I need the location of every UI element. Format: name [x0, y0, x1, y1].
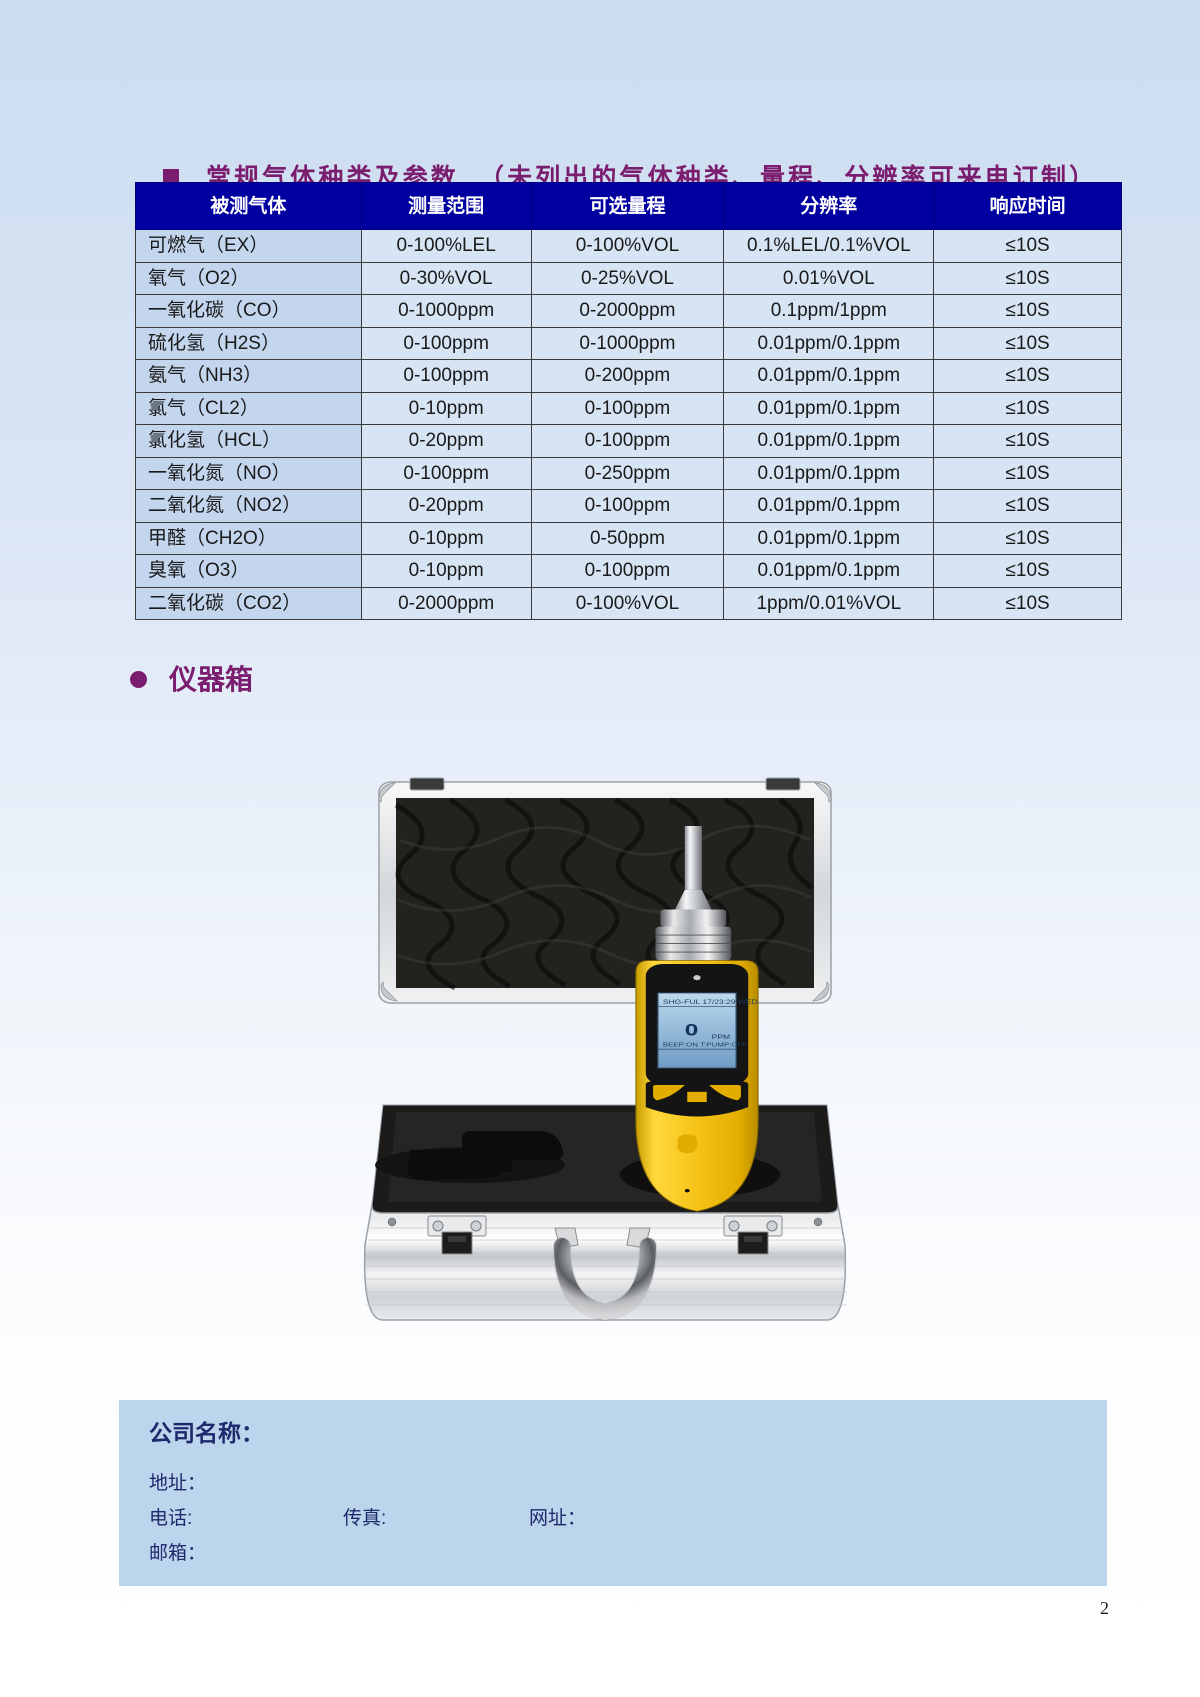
svg-text:0: 0	[685, 1021, 699, 1040]
svg-text:BEEP:ON T:PUMP:OFF: BEEP:ON T:PUMP:OFF	[663, 1043, 747, 1049]
svg-text:SHG-FUL 17/23:29 WED: SHG-FUL 17/23:29 WED	[663, 998, 758, 1005]
svg-text:PPM: PPM	[712, 1033, 730, 1040]
